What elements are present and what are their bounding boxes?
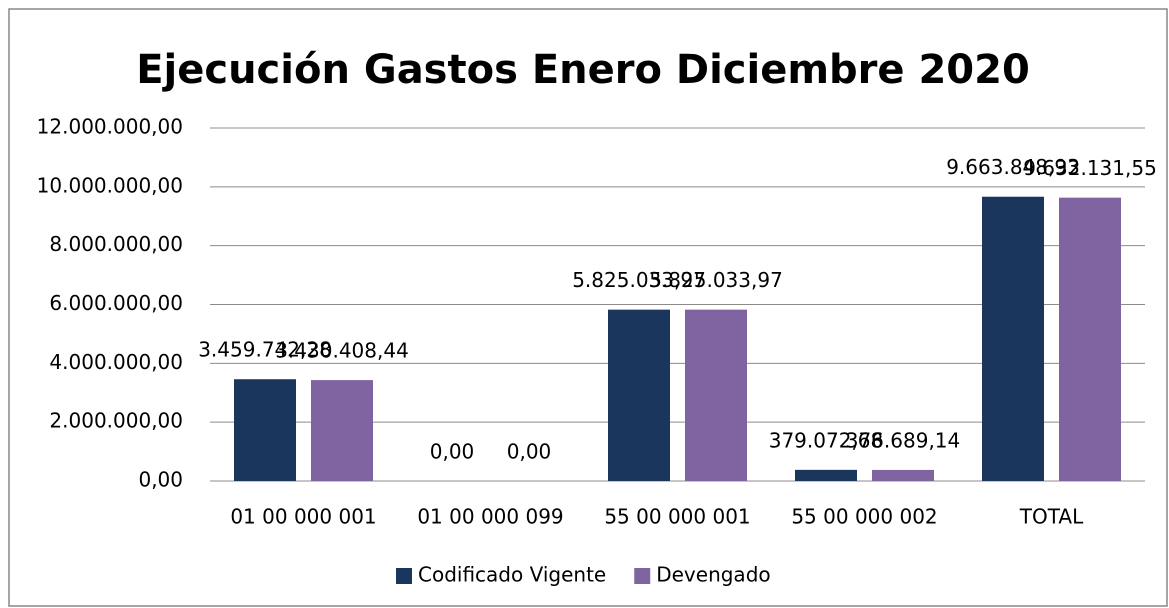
bar <box>311 380 373 481</box>
x-tick-label: 01 00 000 001 <box>230 505 376 529</box>
chart-border <box>8 8 1168 607</box>
data-label: 3.459.742,28 <box>198 338 332 362</box>
data-label: 379.072,68 <box>769 428 884 452</box>
legend-swatch <box>396 568 412 584</box>
legend-swatch <box>634 568 651 584</box>
data-label: 9.632.131,55 <box>1023 156 1157 180</box>
data-label: 5.825.033,97 <box>649 268 783 292</box>
bar <box>982 196 1044 481</box>
data-label: 3.430.408,44 <box>275 339 409 363</box>
y-tick-label: 10.000.000,00 <box>37 173 183 197</box>
x-tick-label: 01 00 000 099 <box>417 505 563 529</box>
y-tick-label: 6.000.000,00 <box>49 291 183 315</box>
x-tick-label: 55 00 000 001 <box>604 505 750 529</box>
y-tick-label: 12.000.000,00 <box>37 115 183 139</box>
y-tick-label: 0,00 <box>138 468 183 492</box>
bar <box>685 309 747 481</box>
bar <box>872 469 934 481</box>
data-label: 0,00 <box>507 440 552 464</box>
chart-title: Ejecución Gastos Enero Diciembre 2020 <box>136 47 1030 93</box>
data-label: 5.825.033,97 <box>572 268 706 292</box>
bar <box>1059 197 1121 482</box>
bar <box>234 379 296 481</box>
y-tick-label: 4.000.000,00 <box>49 350 183 374</box>
bar <box>608 309 670 481</box>
x-tick-label: 55 00 000 002 <box>791 505 937 529</box>
data-label: 376.689,14 <box>846 428 961 452</box>
y-tick-label: 8.000.000,00 <box>49 232 183 256</box>
legend-label: Codificado Vigente <box>418 563 606 587</box>
data-label: 9.663.848,93 <box>946 155 1080 179</box>
x-tick-label: TOTAL <box>1019 505 1084 529</box>
bar <box>795 469 857 481</box>
y-tick-label: 2.000.000,00 <box>49 409 183 433</box>
legend-label: Devengado <box>656 563 770 587</box>
data-label: 0,00 <box>430 440 475 464</box>
